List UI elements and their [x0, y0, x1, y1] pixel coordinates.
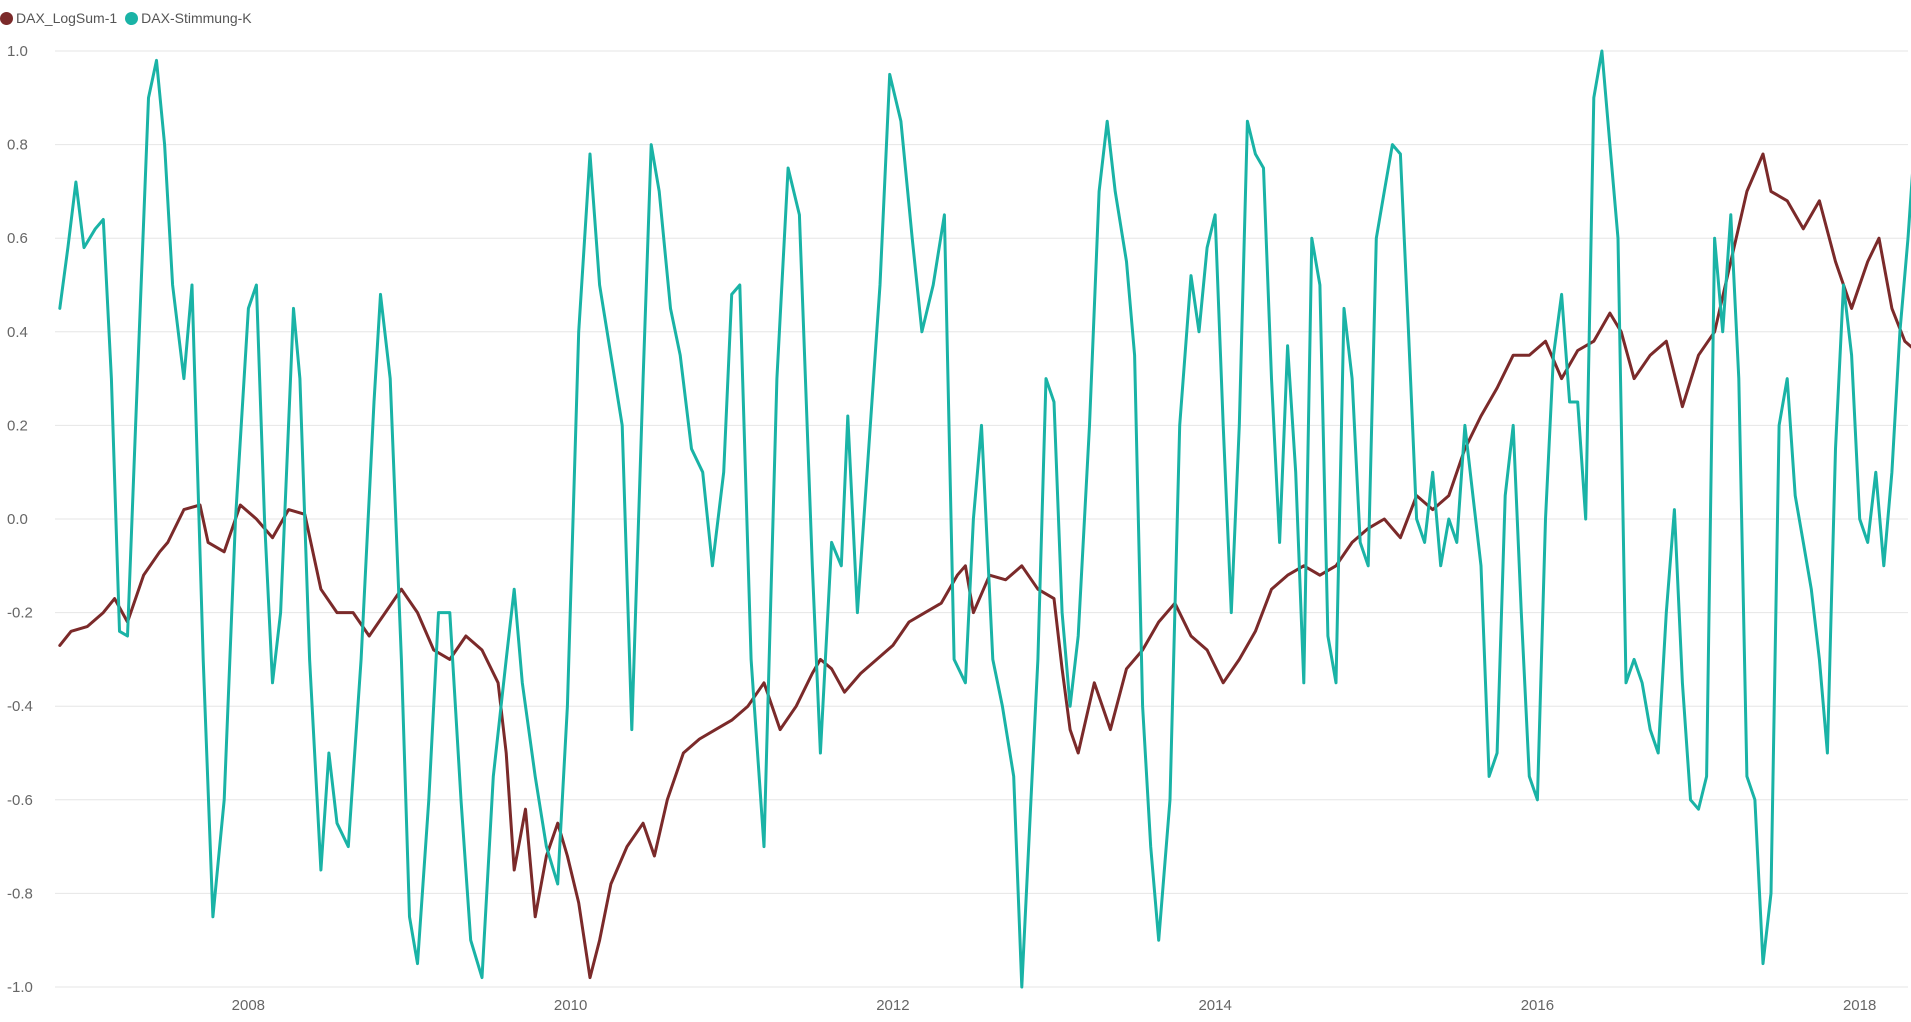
x-tick-label: 2018 — [1843, 997, 1876, 1014]
x-tick-label: 2008 — [232, 997, 265, 1014]
y-tick-label: 0.4 — [7, 324, 28, 341]
x-tick-label: 2010 — [554, 997, 587, 1014]
y-tick-label: -0.6 — [7, 792, 33, 809]
legend-label-dax-logsum: DAX_LogSum-1 — [16, 10, 118, 26]
series-lines — [58, 49, 1911, 989]
legend-item-dax-logsum[interactable]: DAX_LogSum-1 — [0, 10, 117, 26]
legend-label-dax-stimmung: DAX-Stimmung-K — [141, 10, 252, 26]
y-tick-label: -0.2 — [7, 605, 33, 622]
y-tick-label: 0.0 — [7, 511, 28, 528]
y-tick-label: 0.6 — [7, 230, 28, 247]
legend-swatch-dax-logsum — [0, 11, 13, 25]
y-tick-label: 1.0 — [7, 43, 28, 60]
grid-lines — [55, 50, 1908, 988]
legend-item-dax-stimmung[interactable]: DAX-Stimmung-K — [125, 10, 252, 26]
legend: DAX_LogSum-1 DAX-Stimmung-K — [0, 6, 260, 30]
y-tick-label: 0.8 — [7, 137, 28, 154]
series-line-dax-stimmung[interactable] — [58, 49, 1911, 989]
y-tick-label: -0.8 — [7, 885, 33, 902]
y-tick-label: -1.0 — [7, 979, 33, 996]
y-tick-label: 0.2 — [7, 417, 28, 434]
x-tick-label: 2014 — [1198, 997, 1231, 1014]
x-tick-label: 2012 — [876, 997, 909, 1014]
legend-swatch-dax-stimmung — [125, 11, 139, 25]
x-axis: 2008 2010 2012 2014 2016 2018 — [232, 997, 1877, 1014]
x-tick-label: 2016 — [1521, 997, 1554, 1014]
y-axis: -1.0 -0.8 -0.6 -0.4 -0.2 0.0 0.2 0.4 0.6 0.8 1.0 — [7, 43, 33, 996]
series-line-dax-logsum[interactable] — [58, 51, 1911, 980]
y-tick-label: -0.4 — [7, 698, 33, 715]
